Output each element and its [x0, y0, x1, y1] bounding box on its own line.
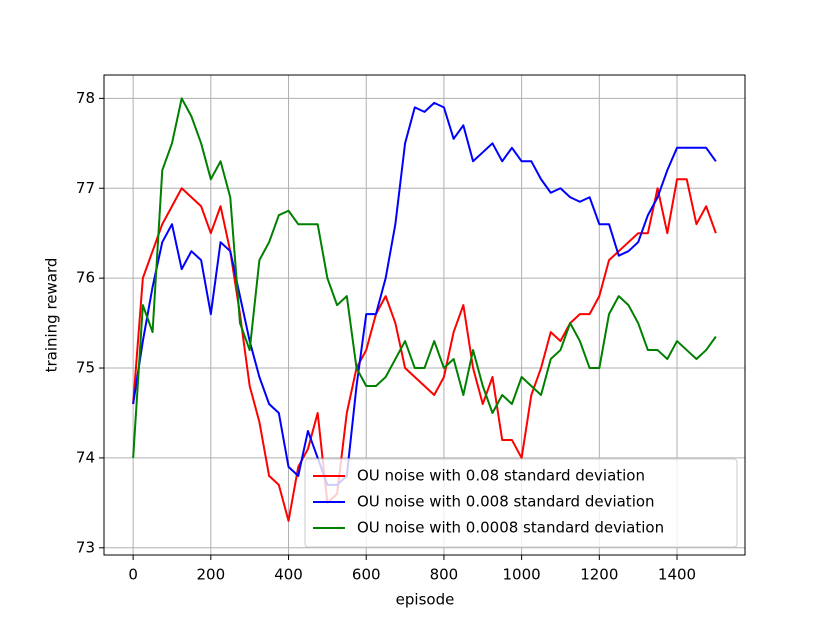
y-axis-label: training reward	[43, 258, 61, 373]
y-tick-label: 73	[76, 538, 95, 556]
y-tick-label: 78	[76, 89, 95, 107]
x-tick-label: 400	[274, 566, 303, 584]
legend-label: OU noise with 0.08 standard deviation	[357, 467, 645, 485]
x-tick-label: 200	[197, 566, 226, 584]
y-tick-label: 74	[76, 448, 95, 466]
legend-box	[304, 458, 738, 548]
data-line	[132, 97, 717, 458]
y-tick-label: 76	[76, 269, 95, 287]
legend-label: OU noise with 0.008 standard deviation	[357, 493, 655, 511]
legend-label: OU noise with 0.0008 standard deviation	[357, 519, 664, 537]
x-tick-label: 1400	[658, 566, 696, 584]
x-tick-label: 1200	[580, 566, 618, 584]
x-tick-label: 1000	[503, 566, 541, 584]
y-tick-label: 75	[76, 359, 95, 377]
x-tick-label: 800	[430, 566, 459, 584]
x-axis-label: episode	[396, 591, 455, 609]
x-tick-label: 600	[352, 566, 381, 584]
data-line	[132, 101, 717, 486]
y-tick-label: 77	[76, 179, 95, 197]
plot-frame	[103, 74, 746, 556]
x-tick-label: 0	[128, 566, 138, 584]
